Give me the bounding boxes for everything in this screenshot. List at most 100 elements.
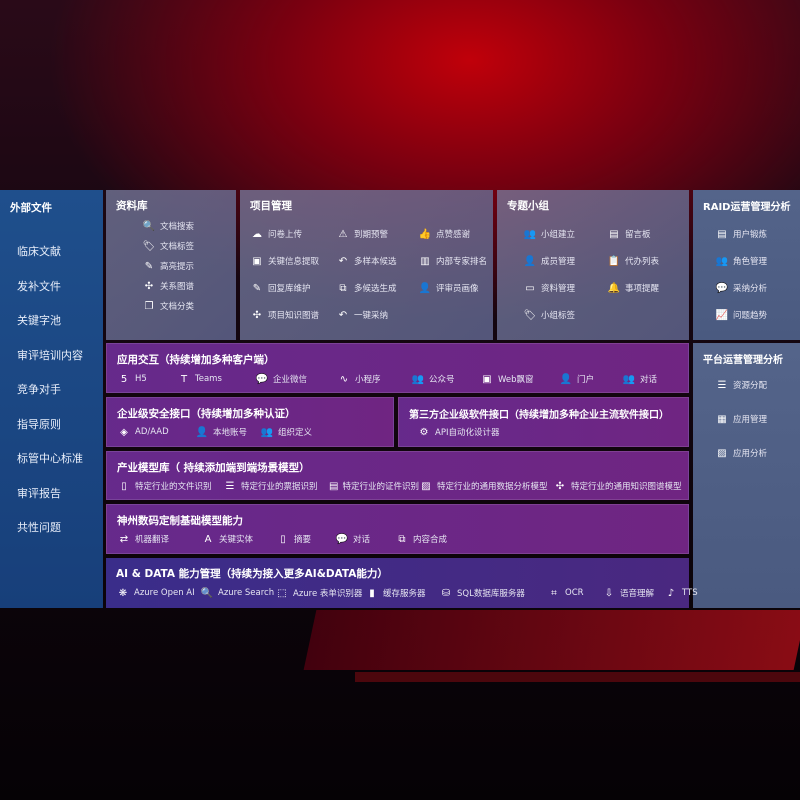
thumbs-up-icon: 👍: [418, 228, 432, 240]
feature-item-clipboard[interactable]: 📋 代办列表: [607, 255, 687, 268]
feature-item-doc-search[interactable]: 🔍 Azure Search: [200, 588, 275, 599]
feature-item-entity[interactable]: A 关键实体: [201, 533, 276, 546]
window-icon: ▣: [252, 255, 262, 267]
feature-item-doc-stack[interactable]: ❐ 文档分类: [142, 300, 195, 313]
feature-label: 应用分析: [733, 449, 768, 459]
panel-aidata: AI & DATA 能力管理（持续为接入更多AI&DATA能力） ❋ Azure …: [106, 558, 698, 608]
feature-item-form[interactable]: ⬚ Azure 表单识别器: [275, 587, 365, 600]
tts-icon: ♪: [667, 587, 675, 599]
feature-item-speech[interactable]: ⇩ 语音理解: [602, 587, 664, 600]
feature-label: 小组建立: [541, 230, 576, 240]
feature-item-chart[interactable]: ▨ 应用分析: [715, 447, 768, 460]
feature-item-puzzle[interactable]: ⧉ 多候选生成: [336, 282, 418, 295]
feature-label: 特定行业的通用数据分析模型: [437, 482, 548, 492]
feature-item-wechat[interactable]: 💬 企业微信: [255, 373, 337, 386]
folder-icon: ▭: [525, 282, 535, 294]
sidebar-item[interactable]: 共性问题: [17, 521, 61, 534]
feature-item-doc-search[interactable]: 🔍 文档搜索: [142, 220, 195, 233]
feature-item-chart[interactable]: ▨ 特定行业的通用数据分析模型: [419, 480, 553, 493]
panel-platform: 平台运营管理分析 ☰ 资源分配 ▦ 应用管理 ▨ 应用分析: [693, 343, 800, 608]
panel-title: 平台运营管理分析: [703, 355, 783, 366]
feature-item-cloud-upload[interactable]: ☁ 问卷上传: [250, 228, 336, 241]
database-icon: ⛁: [441, 587, 451, 599]
feature-item-tts[interactable]: ♪ TTS: [664, 588, 714, 599]
feature-item-teams[interactable]: T Teams: [177, 374, 255, 385]
feature-item-users[interactable]: 👥 公众号: [411, 373, 480, 386]
feature-item-qa[interactable]: 💬 采纳分析: [715, 282, 768, 295]
feature-item-bbs[interactable]: ▤ 留言板: [607, 228, 687, 241]
panel-title: 神州数码定制基础模型能力: [117, 515, 243, 527]
feature-label: 缓存服务器: [383, 589, 426, 599]
feature-item-receipt[interactable]: ☰ 特定行业的票据识别: [223, 480, 329, 493]
feature-label: 采纳分析: [733, 284, 768, 294]
id-card-icon: ▤: [329, 480, 339, 492]
feature-item-translate[interactable]: ⇄ 机器翻译: [117, 533, 201, 546]
sidebar-item[interactable]: 竞争对手: [17, 383, 61, 396]
sidebar-item[interactable]: 审评报告: [17, 486, 61, 500]
tag-icon: 🏷: [523, 309, 537, 321]
panel-raid: RAID运营管理分析 ▤ 用户锻炼 👥 角色管理 💬 采纳分析 📈 问题趋势: [693, 190, 800, 340]
feature-item-puzzle[interactable]: ⧉ 内容合成: [395, 533, 475, 546]
feature-item-user[interactable]: 👤 评审员画像: [418, 282, 498, 295]
feature-label: 关系图谱: [160, 282, 195, 292]
feature-item-user-add[interactable]: 👤 成员管理: [523, 255, 607, 268]
feature-label: 文档搜索: [160, 222, 195, 232]
feature-item-chat-users[interactable]: 👥 对话: [622, 373, 682, 386]
sidebar-item[interactable]: 关键字池: [17, 314, 61, 327]
feature-item-cache[interactable]: ▮ 缓存服务器: [365, 587, 439, 600]
feature-label: 用户锻炼: [733, 230, 768, 240]
feature-item-tag[interactable]: 🏷 文档标签: [142, 240, 194, 253]
feature-item-window[interactable]: ▣ Web飘窗: [480, 373, 559, 386]
feature-item-graph[interactable]: ✣ 项目知识图谱: [250, 309, 336, 322]
feature-item-reply[interactable]: ↶ 多样本候选: [336, 255, 418, 268]
feature-item-list[interactable]: ☰ 资源分配: [715, 379, 768, 392]
feature-item-users[interactable]: 👥 小组建立: [523, 228, 607, 241]
sidebar-item[interactable]: 指导原则: [17, 417, 61, 431]
feature-item-diamond[interactable]: ◈ AD/AAD: [117, 427, 195, 438]
feature-label: SQL数据库服务器: [457, 589, 525, 599]
feature-item-reply[interactable]: ↶ 一键采纳: [336, 309, 418, 322]
feature-item-database[interactable]: ⛁ SQL数据库服务器: [439, 587, 547, 600]
feature-item-thumbs-up[interactable]: 👍 点赞感谢: [418, 228, 498, 241]
sidebar-item[interactable]: 发补文件: [17, 279, 61, 293]
feature-item-id-card[interactable]: ▤ 特定行业的证件识别: [329, 480, 419, 493]
feature-label: 本地账号: [213, 428, 248, 438]
feature-item-ranking[interactable]: ▥ 内部专家排名: [418, 255, 498, 268]
feature-item-user[interactable]: 👤 门户: [559, 373, 622, 386]
background-decoration: [303, 610, 800, 670]
feature-item-gear[interactable]: ⚙ API自动化设计器: [417, 426, 500, 439]
feature-item-graph[interactable]: ✣ 特定行业的通用知识图谱模型: [553, 480, 683, 493]
feature-item-doc[interactable]: ▯ 摘要: [276, 533, 335, 546]
feature-item-ocr[interactable]: ⌗ OCR: [547, 588, 602, 599]
feature-item-window[interactable]: ▣ 关键信息提取: [250, 255, 336, 268]
feature-item-id-card[interactable]: ▤ 用户锻炼: [715, 228, 768, 241]
feature-item-pen[interactable]: ✎ 回复库维护: [250, 282, 336, 295]
feature-item-chat[interactable]: 💬 对话: [335, 533, 395, 546]
sidebar-item[interactable]: 临床文献: [17, 245, 61, 258]
feature-item-users[interactable]: 👥 角色管理: [715, 255, 767, 268]
feature-label: 机器翻译: [135, 535, 170, 545]
sidebar-external-files: 外部文件 临床文献 发补文件 关键字池 审评培训内容 竞争对手 指导原则 标管中心标准 审评报…: [0, 190, 103, 608]
panel-title: 第三方企业级软件接口（持续增加多种企业主流软件接口）: [409, 410, 669, 421]
feature-label: 关键信息提取: [268, 257, 320, 267]
feature-item-mini-program[interactable]: ∿ 小程序: [337, 373, 411, 386]
feature-label: H5: [135, 374, 147, 384]
feature-item-org[interactable]: 👥 组织定义: [260, 426, 330, 439]
feature-item-pen[interactable]: ✎ 高亮提示: [142, 260, 194, 273]
feature-label: 特定行业的证件识别: [342, 482, 419, 492]
feature-item-openai[interactable]: ❋ Azure Open AI: [116, 588, 200, 599]
panel-thirdparty: 第三方企业级软件接口（持续增加多种企业主流软件接口） ⚙ API自动化设计器: [398, 397, 689, 447]
feature-label: 小程序: [355, 375, 381, 385]
feature-item-graph[interactable]: ✣ 关系图谱: [142, 280, 195, 293]
sidebar-item[interactable]: 标管中心标准: [17, 452, 83, 465]
feature-item-folder[interactable]: ▭ 资料管理: [523, 282, 607, 295]
feature-item-html5[interactable]: 5 H5: [117, 374, 177, 385]
feature-item-user-lock[interactable]: 👤 本地账号: [195, 426, 260, 439]
sidebar-item[interactable]: 审评培训内容: [17, 348, 83, 362]
feature-item-bell[interactable]: 🔔 事项提醒: [607, 282, 687, 295]
feature-item-apps[interactable]: ▦ 应用管理: [715, 413, 767, 426]
feature-item-alarm[interactable]: ⚠ 到期预警: [336, 228, 418, 241]
feature-item-doc[interactable]: ▯ 特定行业的文件识别: [117, 480, 223, 493]
feature-item-tag[interactable]: 🏷 小组标签: [523, 309, 607, 322]
feature-item-trend[interactable]: 📈 问题趋势: [715, 309, 767, 322]
